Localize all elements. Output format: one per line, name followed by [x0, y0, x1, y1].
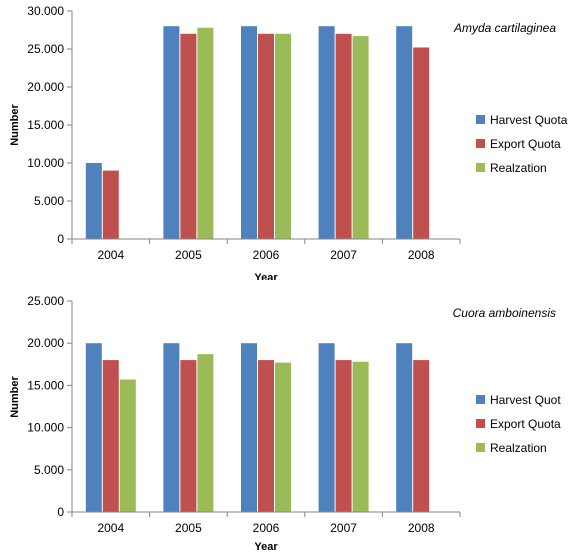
- bar-export-quota-2008: [413, 47, 430, 240]
- chart-amyda-cartilaginea: 0 5.000 10.000 15.000 20.000 25.000 30.000 2004…: [9, 4, 568, 284]
- bar-harvest-quot-2007: [318, 343, 335, 512]
- bar-export-quota-2008: [413, 360, 430, 512]
- y-tick-label: 15.000: [27, 378, 64, 392]
- chart-svg-1: 0 5.000 10.000 15.000 20.000 25.000 30.000 2004…: [9, 4, 568, 284]
- y-tick-label: 25.000: [27, 42, 64, 56]
- y-tick-label: 20.000: [27, 336, 64, 350]
- y-tick-label: 10.000: [27, 421, 64, 435]
- bar-export-quota-2004: [102, 360, 119, 512]
- chart-cuora-amboinensis: 0 5.000 10.000 15.000 20.000 25.000 2004 2005 20…: [0, 290, 570, 554]
- bar-export-quota-2007: [335, 33, 352, 239]
- x-tick-label: 2007: [330, 521, 357, 535]
- y-tick-label: 0: [57, 232, 64, 246]
- y-tick-label: 5.000: [34, 463, 64, 477]
- chart-title: Amyda cartilaginea: [453, 21, 556, 35]
- y-tick-label: 0: [57, 505, 64, 519]
- y-tick-label: 25.000: [27, 294, 64, 308]
- bar-harvest-quota-2004: [85, 163, 102, 239]
- legend-swatch: [476, 139, 485, 148]
- bar-export-quota-2006: [258, 33, 274, 239]
- y-tick-label: 20.000: [27, 80, 64, 94]
- legend-swatch: [476, 443, 485, 452]
- bar-realzation-2004: [119, 379, 136, 512]
- bar-realzation-2005: [197, 354, 214, 512]
- x-axis-title: Year: [254, 272, 278, 280]
- x-tick-label: 2004: [97, 521, 124, 535]
- x-tick-label: 2008: [408, 248, 435, 262]
- legend-swatch: [476, 419, 485, 428]
- bar-realzation-2006: [275, 33, 291, 239]
- x-tick-label: 2006: [253, 248, 280, 262]
- x-tick-label: 2005: [175, 521, 202, 535]
- x-axis-title: Year: [254, 541, 278, 553]
- bar-harvest-quot-2005: [163, 343, 180, 512]
- bar-realzation-2006: [275, 362, 291, 512]
- x-tick-label: 2005: [175, 248, 202, 262]
- bar-realzation-2007: [352, 361, 369, 512]
- bar-harvest-quota-2005: [163, 26, 180, 240]
- y-tick-label: 15.000: [27, 118, 64, 132]
- bar-harvest-quot-2004: [85, 343, 102, 512]
- bar-export-quota-2005: [180, 33, 197, 239]
- legend-label: Harvest Quot: [490, 393, 561, 407]
- bar-export-quota-2004: [102, 170, 119, 239]
- y-axis-title: Number: [9, 376, 21, 418]
- chart-svg-2: 0 5.000 10.000 15.000 20.000 25.000 2004 2005 20…: [9, 294, 561, 553]
- legend-label: Export Quota: [490, 417, 561, 431]
- bar-harvest-quota-2007: [318, 26, 335, 240]
- y-axis-title: Number: [9, 104, 21, 146]
- chart-title: Cuora amboinensis: [453, 306, 556, 320]
- y-tick-label: 5.000: [34, 194, 64, 208]
- bar-harvest-quot-2008: [396, 343, 413, 512]
- bar-harvest-quot-2006: [241, 343, 257, 512]
- legend-label: Export Quota: [490, 137, 561, 151]
- bar-export-quota-2005: [180, 360, 197, 512]
- bar-harvest-quota-2006: [241, 26, 257, 240]
- legend-swatch: [476, 395, 485, 404]
- legend-label: Realzation: [490, 441, 547, 455]
- x-tick-label: 2006: [253, 521, 280, 535]
- legend-swatch: [476, 115, 485, 124]
- bar-realzation-2007: [352, 36, 369, 239]
- x-tick-label: 2007: [330, 248, 357, 262]
- legend-label: Realzation: [490, 161, 547, 175]
- legend-swatch: [476, 163, 485, 172]
- bar-harvest-quota-2008: [396, 26, 413, 240]
- bar-export-quota-2006: [258, 360, 274, 512]
- bar-export-quota-2007: [335, 360, 352, 512]
- x-tick-label: 2008: [408, 521, 435, 535]
- bar-realzation-2005: [197, 27, 214, 239]
- y-tick-label: 10.000: [27, 156, 64, 170]
- x-tick-label: 2004: [97, 248, 124, 262]
- legend-label: Harvest Quota: [490, 113, 568, 127]
- y-tick-label: 30.000: [27, 4, 64, 18]
